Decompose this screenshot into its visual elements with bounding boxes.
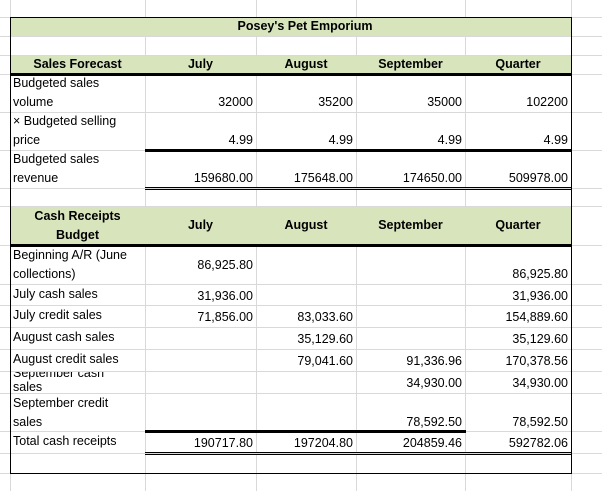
cell-price-quarter[interactable]: 4.99 [543, 133, 568, 147]
cell-ar-quarter[interactable]: 86,925.80 [512, 267, 568, 281]
row-label-price-2: price [13, 133, 41, 147]
cell-total-quarter[interactable]: 592782.06 [508, 436, 568, 450]
cell-price-july[interactable]: 4.99 [228, 133, 253, 147]
col-july-header: July [187, 57, 213, 71]
cell-revenue-quarter[interactable]: 509978.00 [508, 171, 568, 185]
row-label-august-credit: August credit sales [13, 352, 119, 366]
cell-volume-august[interactable]: 35200 [318, 95, 353, 109]
cell-sep-credit-september[interactable]: 78,592.50 [406, 415, 462, 429]
row-label-revenue-1: Budgeted sales [13, 152, 100, 166]
cell-sep-cash-quarter[interactable]: 34,930.00 [512, 376, 568, 390]
row-label-september-cash-1: September cash [13, 372, 105, 380]
cell-aug-cash-quarter[interactable]: 35,129.60 [512, 332, 568, 346]
row-label-total-cash: Total cash receipts [13, 434, 117, 448]
title-fill [11, 18, 571, 36]
cell-july-cash-july[interactable]: 31,936.00 [197, 289, 253, 303]
row-label-september-cash: September cash sales [10, 372, 145, 393]
cell-total-september[interactable]: 204859.46 [402, 436, 462, 450]
col-august-header: August [284, 57, 328, 71]
row-label-price-1: × Budgeted selling [13, 114, 117, 128]
cell-aug-cash-august[interactable]: 35,129.60 [297, 332, 353, 346]
cell-price-september[interactable]: 4.99 [437, 133, 462, 147]
cash-col-september-header: September [378, 218, 443, 232]
row-label-august-cash: August cash sales [13, 330, 115, 344]
sales-header-fill [11, 56, 571, 73]
cash-col-quarter-header: Quarter [495, 218, 541, 232]
row-label-july-credit: July credit sales [13, 308, 102, 322]
cell-total-august[interactable]: 197204.80 [293, 436, 353, 450]
cell-sep-credit-quarter[interactable]: 78,592.50 [512, 415, 568, 429]
cell-aug-credit-september[interactable]: 91,336.96 [406, 354, 462, 368]
row-label-september-credit-1: September credit [13, 396, 109, 410]
cell-july-cash-quarter[interactable]: 31,936.00 [512, 289, 568, 303]
row-label-beginning-ar-2: collections) [13, 267, 76, 281]
cell-july-credit-quarter[interactable]: 154,889.60 [505, 310, 568, 324]
cell-revenue-july[interactable]: 159680.00 [193, 171, 253, 185]
cell-volume-july[interactable]: 32000 [218, 95, 253, 109]
cell-volume-september[interactable]: 35000 [427, 95, 462, 109]
cash-header-fill [11, 207, 571, 244]
cash-receipts-header-1: Cash Receipts [34, 209, 121, 223]
cash-col-august-header: August [284, 218, 328, 232]
sales-forecast-header: Sales Forecast [33, 57, 122, 71]
cell-aug-credit-quarter[interactable]: 170,378.56 [505, 354, 568, 368]
cell-aug-credit-august[interactable]: 79,041.60 [297, 354, 353, 368]
cell-revenue-september[interactable]: 174650.00 [402, 171, 462, 185]
row-label-september-cash-2: sales [13, 380, 43, 393]
row-label-september-credit-2: sales [13, 415, 43, 429]
cell-total-july[interactable]: 190717.80 [193, 436, 253, 450]
cell-sep-cash-september[interactable]: 34,930.00 [406, 376, 462, 390]
cash-col-july-header: July [187, 218, 213, 232]
cell-july-credit-august[interactable]: 83,033.60 [297, 310, 353, 324]
cash-receipts-header-2: Budget [55, 228, 100, 242]
col-quarter-header: Quarter [495, 57, 541, 71]
row-label-beginning-ar-1: Beginning A/R (June [13, 248, 127, 262]
row-label-revenue-2: revenue [13, 171, 59, 185]
cell-revenue-august[interactable]: 175648.00 [293, 171, 353, 185]
cell-ar-july[interactable]: 86,925.80 [197, 258, 253, 272]
col-september-header: September [378, 57, 443, 71]
cell-july-credit-july[interactable]: 71,856.00 [197, 310, 253, 324]
row-label-july-cash: July cash sales [13, 287, 98, 301]
cell-volume-quarter[interactable]: 102200 [526, 95, 568, 109]
row-label-sales-volume-2: volume [13, 95, 54, 109]
page-title: Posey's Pet Emporium [237, 19, 373, 33]
cell-price-august[interactable]: 4.99 [328, 133, 353, 147]
row-label-sales-volume-1: Budgeted sales [13, 76, 100, 90]
